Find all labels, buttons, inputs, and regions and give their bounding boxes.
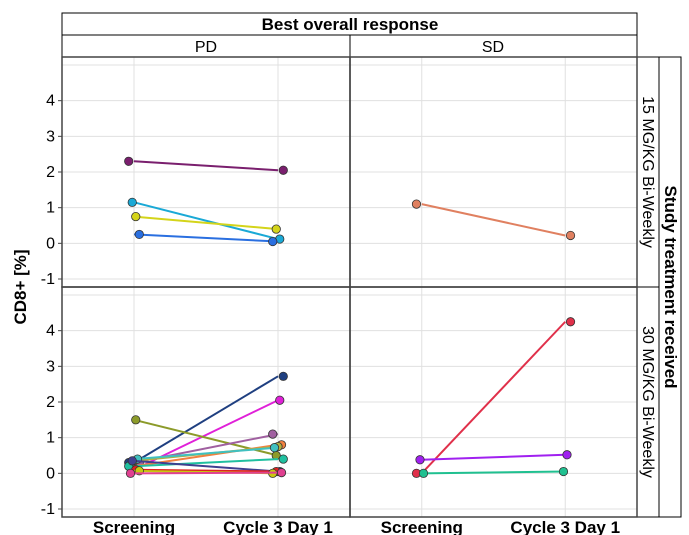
y-tick-label: -1 bbox=[41, 271, 55, 288]
point-screening bbox=[124, 156, 134, 166]
x-tick-label: Screening bbox=[93, 518, 175, 535]
row-label-30: 30 MG/KG Bi-Weekly bbox=[639, 326, 656, 478]
panel-sd-15 bbox=[350, 57, 637, 287]
row-facet-title-strip bbox=[658, 56, 682, 518]
point-cycle3day1 bbox=[278, 371, 288, 381]
y-tick-label: 3 bbox=[46, 128, 55, 145]
y-tick-label: 3 bbox=[46, 358, 55, 375]
point-screening bbox=[418, 468, 429, 478]
row-facet-title: Study treatment received bbox=[661, 185, 680, 388]
subject-line bbox=[133, 458, 279, 468]
point-cycle3day1 bbox=[278, 454, 288, 464]
point-cycle3day1 bbox=[565, 317, 576, 327]
subject-line bbox=[421, 453, 566, 461]
point-screening bbox=[127, 197, 137, 207]
series-group bbox=[411, 199, 576, 241]
point-screening bbox=[131, 415, 141, 425]
point-cycle3day1 bbox=[558, 466, 569, 477]
row-label-15: 15 MG/KG Bi-Weekly bbox=[639, 96, 656, 248]
y-tick-label: 0 bbox=[46, 235, 55, 252]
y-tick-label: 4 bbox=[46, 93, 55, 110]
y-tick-label: 2 bbox=[46, 394, 55, 411]
point-cycle3day1 bbox=[269, 443, 280, 453]
subject-line bbox=[133, 471, 279, 475]
panel-sd-30 bbox=[350, 287, 637, 517]
point-cycle3day1 bbox=[275, 395, 285, 405]
subject-line bbox=[133, 375, 279, 464]
point-screening bbox=[134, 229, 144, 240]
y-tick-label: 0 bbox=[46, 465, 55, 482]
y-tick-label: 4 bbox=[46, 323, 55, 340]
point-cycle3day1 bbox=[562, 450, 572, 460]
col-label-sd: SD bbox=[482, 39, 504, 56]
x-tick-label: Cycle 3 Day 1 bbox=[510, 518, 620, 535]
point-cycle3day1 bbox=[268, 429, 278, 439]
point-screening bbox=[131, 211, 141, 222]
subject-line bbox=[133, 446, 279, 461]
panel-border bbox=[349, 286, 638, 518]
point-cycle3day1 bbox=[278, 165, 288, 175]
y-axis-label: CD8+ [%] bbox=[11, 249, 30, 324]
subject-line bbox=[421, 321, 566, 475]
subject-line bbox=[133, 201, 279, 241]
panel-pd-30 bbox=[62, 287, 350, 517]
point-cycle3day1 bbox=[268, 236, 278, 247]
col-label-pd: PD bbox=[195, 39, 217, 56]
series-group bbox=[124, 156, 288, 247]
y-tick-label: 2 bbox=[46, 164, 55, 181]
subject-line bbox=[133, 468, 279, 473]
col-facet-title: Best overall response bbox=[262, 15, 439, 34]
x-axes: Screening Cycle 3 Day 1 Screening Cycle 3 D… bbox=[93, 518, 620, 535]
y-tick-label: -1 bbox=[41, 501, 55, 518]
point-screening bbox=[415, 455, 425, 465]
point-cycle3day1 bbox=[276, 468, 287, 478]
point-cycle3day1 bbox=[271, 224, 281, 234]
y-tick-label: 1 bbox=[46, 200, 55, 217]
series-group bbox=[124, 371, 288, 478]
y-tick-label: 1 bbox=[46, 430, 55, 447]
point-screening bbox=[411, 199, 422, 209]
x-tick-label: Screening bbox=[381, 518, 463, 535]
panels bbox=[61, 56, 638, 518]
panel-pd-15 bbox=[62, 57, 350, 287]
subject-line bbox=[133, 160, 279, 172]
point-screening bbox=[125, 468, 136, 478]
subject-line bbox=[133, 459, 279, 473]
subject-line bbox=[133, 233, 279, 243]
series-group bbox=[411, 317, 576, 478]
point-cycle3day1 bbox=[565, 230, 576, 241]
x-tick-label: Cycle 3 Day 1 bbox=[223, 518, 333, 535]
point-screening bbox=[127, 456, 137, 466]
subject-line bbox=[133, 215, 279, 231]
subject-line bbox=[421, 470, 566, 475]
subject-line bbox=[421, 203, 566, 237]
y-axes: -1 0 1 2 3 4 -1 0 1 2 3 4 bbox=[41, 93, 62, 518]
